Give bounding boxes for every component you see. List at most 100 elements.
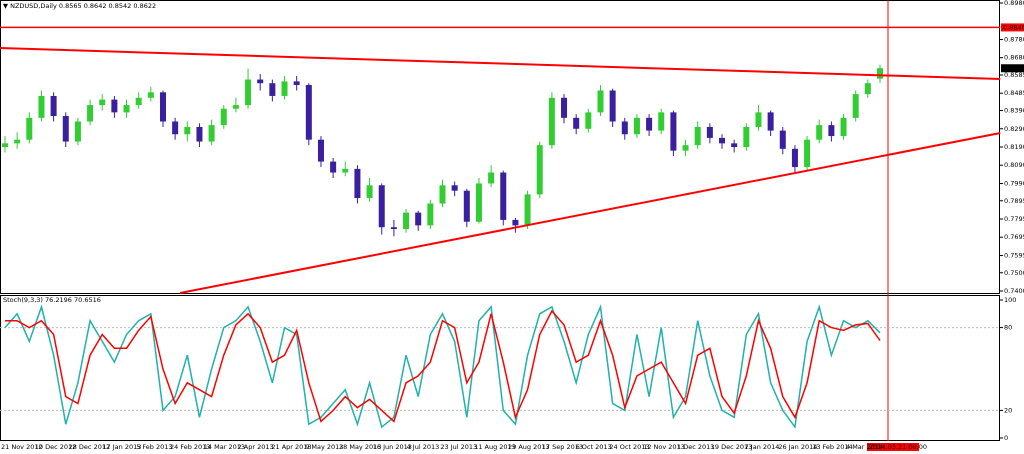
candle-body (257, 79, 264, 84)
candle-body (342, 168, 349, 173)
x-tick-label: 2 Apr 2013 (238, 443, 274, 451)
candle-body (62, 116, 69, 142)
candle-body (524, 194, 531, 226)
x-tick-label: 28 Dec 2012 (69, 443, 111, 451)
y-tick-label: 20 (1004, 406, 1012, 414)
candle-body (791, 148, 798, 168)
x-tick-label: 17 Jan 2013 (102, 443, 141, 451)
x-tick-label: 1 Dec 2013 (677, 443, 714, 451)
candle-body (755, 112, 762, 127)
candle-body (245, 79, 252, 106)
x-tick-label: 14 Mar 2013 (204, 443, 245, 451)
candle-body (488, 172, 495, 184)
x-tick-label: 21 Nov 2012 (1, 443, 43, 451)
y-tick-label: 0.7595 (1004, 251, 1024, 259)
candle-body (670, 112, 677, 151)
candle-body (26, 117, 33, 140)
candle-body (463, 190, 470, 222)
x-tick-label: 4 Jul 2013 (407, 443, 440, 451)
candle-body (767, 112, 774, 131)
candle-body (852, 94, 859, 118)
y-tick-label: 0.7795 (1004, 215, 1024, 223)
main-value: 76.2196 (45, 296, 72, 304)
candle-body (694, 126, 701, 146)
candle-body (354, 168, 361, 199)
candle-body (366, 185, 373, 199)
x-tick-label: 29 Aug 2013 (508, 443, 550, 451)
candle-body (172, 121, 179, 135)
candle-body (500, 172, 507, 220)
price-panel (0, 0, 1000, 294)
candle-body (123, 105, 130, 113)
candle-body (731, 143, 738, 147)
candle-body (196, 126, 203, 142)
level-label-bg (1001, 23, 1024, 32)
candle-body (585, 112, 592, 129)
candle-body (135, 97, 142, 106)
open: 0.8565 (59, 2, 82, 10)
candle-body (269, 83, 276, 96)
candle-body (621, 121, 628, 135)
indicator-title: Stoch(9,3,3) 76.2196 70.6516 (3, 296, 101, 304)
candle-body (50, 95, 57, 117)
menu-arrow: ▼ (3, 2, 10, 10)
candle-body (415, 212, 422, 226)
candle-body (111, 99, 118, 113)
candle-body (14, 139, 21, 144)
stoch-line (4, 304, 881, 429)
cursor-label: 2014.03.21 00:00 (869, 443, 927, 451)
candle-body (658, 112, 665, 131)
indicator-panel (0, 295, 1000, 441)
y-tick-label: 0.8585 (1004, 71, 1024, 79)
candle-body (646, 117, 653, 131)
x-tick-label: 24 Feb 2013 (170, 443, 210, 451)
candle-body (390, 227, 397, 230)
cursor-label-bg (867, 443, 919, 451)
candle-body (561, 97, 568, 118)
trendline (0, 47, 1001, 81)
high: 0.8642 (84, 2, 107, 10)
candle-body (633, 117, 640, 135)
candle-body (38, 95, 45, 118)
x-tick-label: 11 Aug 2013 (474, 443, 516, 451)
level-label: 0.8846 (1003, 23, 1024, 31)
x-tick-label: 5 Feb 2013 (136, 443, 172, 451)
low: 0.8542 (109, 2, 132, 10)
candle-body (2, 143, 8, 147)
candle-body (159, 92, 166, 122)
candle-body (682, 145, 689, 151)
candle-body (536, 145, 543, 195)
trendline (179, 131, 1001, 294)
candle-body (573, 117, 580, 129)
x-tick-label: 7 Jan 2014 (745, 443, 780, 451)
candle-body (378, 185, 385, 228)
symbol: NZDUSD,Daily (10, 2, 57, 10)
candle-body (293, 81, 300, 86)
x-tick-label: 28 May 2013 (339, 443, 381, 451)
candle-body (330, 161, 337, 173)
y-tick-label: 80 (1004, 324, 1012, 332)
candle-body (706, 126, 713, 138)
y-tick-label: 0.7695 (1004, 233, 1024, 241)
x-tick-label: 23 Jul 2013 (440, 443, 477, 451)
candle-body (451, 185, 458, 191)
price-label: 0.8622 (1003, 64, 1024, 72)
candle-body (305, 85, 312, 140)
candle-body (548, 97, 555, 146)
candle-body (828, 125, 835, 137)
candle-body (427, 203, 434, 226)
candle-body (877, 68, 883, 79)
candle-body (281, 81, 288, 96)
candle-body (74, 121, 81, 142)
candle-body (232, 105, 239, 109)
